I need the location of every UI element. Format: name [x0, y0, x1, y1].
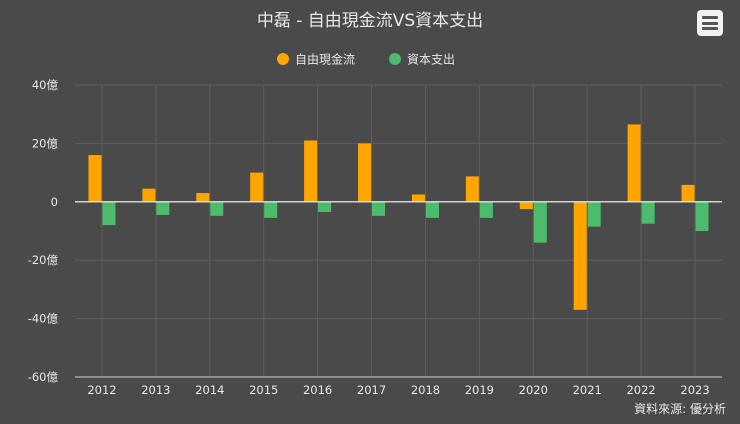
fcf-bar-2023 — [681, 184, 695, 202]
chart-title: 中磊 - 自由現金流VS資本支出 — [256, 11, 484, 31]
y-tick-label: 0 — [51, 195, 58, 209]
capex-bar-2013 — [156, 201, 170, 215]
y-tick-label: 40億 — [32, 78, 59, 92]
x-tick-label: 2014 — [195, 383, 224, 397]
fcf-bar-2014 — [196, 193, 210, 202]
x-tick-label: 2015 — [249, 383, 278, 397]
fcf-bar-2015 — [250, 172, 264, 202]
x-tick-label: 2016 — [303, 383, 332, 397]
x-tick-label: 2012 — [87, 383, 116, 397]
capex-bar-2021 — [587, 201, 601, 227]
fcf-bar-2020 — [519, 201, 533, 210]
y-tick-label: -40億 — [28, 312, 59, 326]
x-tick-label: 2021 — [573, 383, 602, 397]
capex-bar-2014 — [210, 201, 224, 216]
capex-bar-2022 — [641, 201, 655, 224]
capex-bar-2016 — [318, 201, 332, 213]
x-tick-label: 2019 — [465, 383, 494, 397]
fcf-bar-2016 — [304, 140, 318, 202]
fcf-bar-2022 — [627, 124, 641, 202]
x-tick-label: 2022 — [626, 383, 655, 397]
y-tick-label: -20億 — [28, 253, 59, 267]
y-tick-label: -60億 — [28, 370, 59, 384]
source-credit: 資料來源: 優分析 — [634, 402, 726, 416]
capex-bar-2019 — [479, 201, 493, 218]
capex-bar-2017 — [372, 201, 386, 216]
legend-label-capex[interactable]: 資本支出 — [407, 53, 455, 67]
capex-bar-2018 — [425, 201, 439, 218]
x-tick-label: 2023 — [680, 383, 709, 397]
x-tick-label: 2020 — [519, 383, 548, 397]
fcf-bar-2019 — [465, 176, 479, 202]
capex-bar-2012 — [102, 201, 116, 226]
legend-marker-fcf[interactable] — [277, 53, 289, 65]
capex-bar-2015 — [264, 201, 278, 218]
x-tick-label: 2013 — [141, 383, 170, 397]
x-tick-label: 2018 — [411, 383, 440, 397]
x-tick-label: 2017 — [357, 383, 386, 397]
capex-bar-2023 — [695, 201, 709, 231]
capex-bar-2020 — [533, 201, 547, 243]
fcf-bar-2012 — [88, 155, 102, 202]
fcf-bar-2013 — [142, 188, 156, 202]
fcf-bar-2017 — [358, 143, 372, 202]
hamburger-menu-icon[interactable] — [697, 10, 723, 36]
fcf-bar-2018 — [411, 194, 425, 202]
y-tick-label: 20億 — [32, 136, 59, 150]
legend-label-fcf[interactable]: 自由現金流 — [295, 52, 355, 67]
fcf-bar-2021 — [573, 201, 587, 310]
legend-marker-capex[interactable] — [389, 53, 401, 65]
